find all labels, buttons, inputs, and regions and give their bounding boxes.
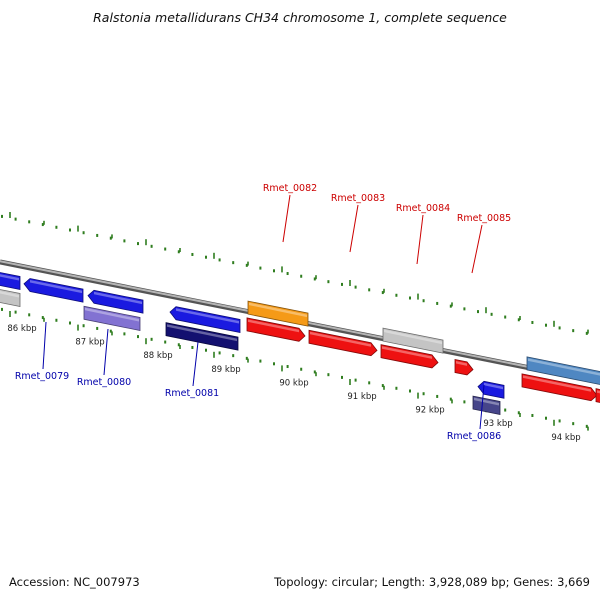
- kbp-tick-label: 94 kbp: [551, 433, 580, 443]
- gene-label: Rmet_0081: [165, 341, 219, 399]
- svg-text:Rmet_0081: Rmet_0081: [165, 388, 219, 399]
- kbp-tick-label: 89 kbp: [211, 365, 240, 375]
- svg-text:Rmet_0084: Rmet_0084: [396, 203, 450, 214]
- gene-label: Rmet_0082: [263, 183, 317, 243]
- upper-scale-ticks: [1, 212, 589, 335]
- gene-arrow: [382, 327, 444, 354]
- gene-arrow: [87, 289, 144, 314]
- kbp-tick-label: 91 kbp: [347, 392, 376, 402]
- kbp-tick-label: 92 kbp: [415, 406, 444, 416]
- gene-arrow: [0, 289, 21, 307]
- svg-text:Rmet_0082: Rmet_0082: [263, 183, 317, 194]
- svg-text:Rmet_0086: Rmet_0086: [447, 431, 501, 442]
- gene-arrow: [526, 356, 600, 385]
- kbp-tick-label: 90 kbp: [279, 378, 308, 388]
- lower-scale-ticks: [1, 307, 589, 431]
- gene-arrow: [23, 278, 84, 303]
- gene-label: Rmet_0084: [396, 203, 450, 265]
- gene-arrow: [169, 306, 241, 333]
- gene-label: Rmet_0080: [77, 328, 131, 388]
- gene-label: Rmet_0086: [447, 384, 501, 442]
- gene-arrow: [521, 373, 598, 402]
- gene-label: Rmet_0079: [15, 321, 69, 382]
- svg-text:Rmet_0080: Rmet_0080: [77, 377, 131, 388]
- gene-label: Rmet_0085: [457, 213, 511, 274]
- gene-arrow: [454, 359, 474, 376]
- svg-text:Rmet_0079: Rmet_0079: [15, 371, 69, 382]
- gene-label: Rmet_0083: [331, 193, 385, 253]
- gene-arrow: [246, 317, 306, 342]
- kbp-tick-label: 88 kbp: [143, 351, 172, 361]
- gene-arrow: [380, 344, 439, 369]
- svg-text:Rmet_0085: Rmet_0085: [457, 213, 511, 224]
- gene-arrow: [165, 322, 239, 351]
- topology-summary: Topology: circular; Length: 3,928,089 bp…: [274, 575, 590, 589]
- svg-text:Rmet_0083: Rmet_0083: [331, 193, 385, 204]
- kbp-tick-label: 86 kbp: [7, 324, 36, 334]
- accession-text: Accession: NC_007973: [9, 575, 140, 589]
- gene-arrow: [472, 395, 501, 415]
- gene-arrow: [0, 272, 21, 290]
- map-title: Ralstonia metallidurans CH34 chromosome …: [93, 10, 507, 25]
- gene-arrow: [308, 329, 378, 357]
- gene-arrow: [595, 388, 600, 403]
- gene-arrow: [83, 305, 141, 331]
- kbp-tick-label: 87 kbp: [75, 338, 104, 348]
- kbp-tick-label: 93 kbp: [483, 419, 512, 429]
- gene-arrow: [477, 380, 505, 399]
- gene-arrow: [247, 300, 309, 327]
